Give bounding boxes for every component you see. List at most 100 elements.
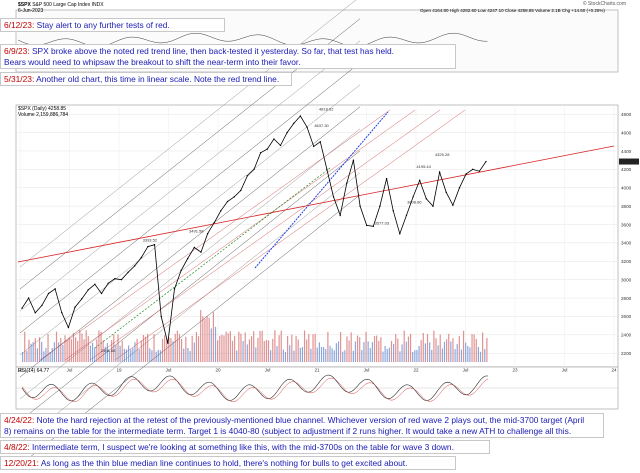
volume-bar bbox=[189, 351, 191, 362]
volume-bar bbox=[155, 351, 157, 362]
x-tick-label: 22 bbox=[413, 368, 419, 373]
volume-bar bbox=[106, 343, 108, 362]
y-tick-label: 4400 bbox=[621, 149, 632, 154]
volume-bar bbox=[429, 342, 431, 362]
volume-bar bbox=[117, 334, 119, 362]
volume-bar bbox=[465, 342, 467, 362]
volume-bar bbox=[191, 335, 193, 362]
volume-bar bbox=[272, 338, 274, 362]
volume-bar bbox=[308, 334, 310, 362]
volume-bar bbox=[123, 348, 125, 362]
volume-bar bbox=[130, 349, 132, 362]
volume-bar bbox=[367, 341, 369, 362]
volume-bar bbox=[312, 334, 314, 362]
volume-bar bbox=[206, 315, 208, 362]
volume-bar bbox=[261, 330, 263, 362]
volume-bar bbox=[479, 351, 482, 362]
volume-bar bbox=[405, 341, 407, 362]
volume-bar bbox=[267, 340, 270, 362]
volume-bar bbox=[291, 334, 293, 362]
volume-bar bbox=[441, 348, 443, 362]
price-point bbox=[359, 205, 361, 207]
price-data-label: 3491.58 bbox=[189, 228, 204, 233]
price-point bbox=[346, 182, 348, 184]
volume-bar bbox=[390, 340, 393, 362]
y-tick-label: 2600 bbox=[621, 314, 632, 319]
current-price-tag bbox=[619, 158, 639, 165]
volume-bar bbox=[136, 338, 138, 362]
volume-bar bbox=[482, 332, 484, 362]
volume-bar bbox=[94, 347, 96, 362]
volume-bar bbox=[424, 343, 426, 362]
chart-symbol: $SPX S&P 500 Large Cap Index INDX bbox=[18, 2, 104, 8]
volume-bar bbox=[45, 348, 47, 362]
volume-bar bbox=[331, 348, 333, 362]
volume-bar bbox=[250, 336, 253, 362]
price-point bbox=[412, 196, 414, 198]
volume-bar bbox=[418, 345, 420, 362]
volume-bar bbox=[22, 352, 24, 362]
volume-bar bbox=[121, 340, 123, 362]
volume-bar bbox=[68, 337, 70, 362]
volume-bar bbox=[401, 344, 403, 362]
volume-bar bbox=[132, 347, 134, 362]
price-point bbox=[153, 244, 156, 246]
price-point bbox=[458, 187, 461, 189]
x-tick-label: Jul bbox=[463, 368, 469, 373]
volume-bar bbox=[253, 331, 255, 362]
volume-bar bbox=[28, 339, 30, 362]
price-point bbox=[385, 177, 388, 180]
volume-bar bbox=[149, 348, 151, 362]
volume-bar bbox=[212, 312, 214, 362]
volume-bar bbox=[234, 335, 236, 362]
volume-bar bbox=[314, 333, 316, 362]
volume-bar bbox=[47, 333, 49, 362]
volume-bar bbox=[64, 335, 66, 362]
volume-bar bbox=[486, 337, 488, 362]
volume-bar bbox=[138, 349, 140, 362]
volume-bar bbox=[161, 338, 164, 362]
price-point bbox=[332, 196, 335, 198]
volume-bar bbox=[34, 338, 36, 362]
volume-bar bbox=[456, 344, 458, 362]
price-point bbox=[392, 210, 394, 212]
price-point bbox=[452, 204, 454, 206]
osc-signal-line bbox=[21, 377, 489, 403]
volume-bar bbox=[412, 351, 414, 362]
volume-bar bbox=[134, 342, 136, 362]
volume-bar bbox=[287, 335, 289, 362]
x-tick-label: Jul bbox=[166, 368, 172, 373]
volume-bar bbox=[100, 331, 102, 362]
volume-bar bbox=[159, 350, 161, 362]
price-point bbox=[100, 292, 103, 295]
volume-bar bbox=[85, 330, 87, 362]
volume-bar bbox=[475, 338, 477, 362]
price-point bbox=[319, 141, 321, 143]
volume-bar bbox=[437, 345, 439, 362]
price-data-label: 2191.86 bbox=[101, 348, 116, 353]
volume-bar bbox=[354, 341, 357, 362]
x-tick-label: 19 bbox=[116, 368, 122, 373]
volume-bar bbox=[62, 344, 64, 362]
volume-bar bbox=[320, 347, 323, 362]
price-point bbox=[259, 152, 262, 154]
price-point bbox=[485, 160, 487, 163]
volume-bar bbox=[397, 338, 399, 362]
price-point bbox=[253, 168, 255, 171]
y-tick-label: 3600 bbox=[621, 222, 632, 227]
volume-bar bbox=[329, 345, 331, 362]
price-point bbox=[80, 298, 83, 300]
volume-bar bbox=[125, 349, 128, 362]
price-point bbox=[372, 225, 375, 228]
price-point bbox=[206, 233, 209, 235]
volume-bar bbox=[263, 340, 265, 362]
channel-line bbox=[19, 150, 361, 422]
volume-bar bbox=[193, 342, 195, 362]
volume-bar bbox=[361, 349, 363, 362]
volume-bar bbox=[79, 330, 81, 362]
volume-bar bbox=[221, 334, 223, 362]
volume-bar bbox=[142, 334, 145, 362]
volume-bar bbox=[24, 331, 26, 362]
volume-bar bbox=[214, 326, 217, 362]
price-point bbox=[27, 297, 30, 299]
